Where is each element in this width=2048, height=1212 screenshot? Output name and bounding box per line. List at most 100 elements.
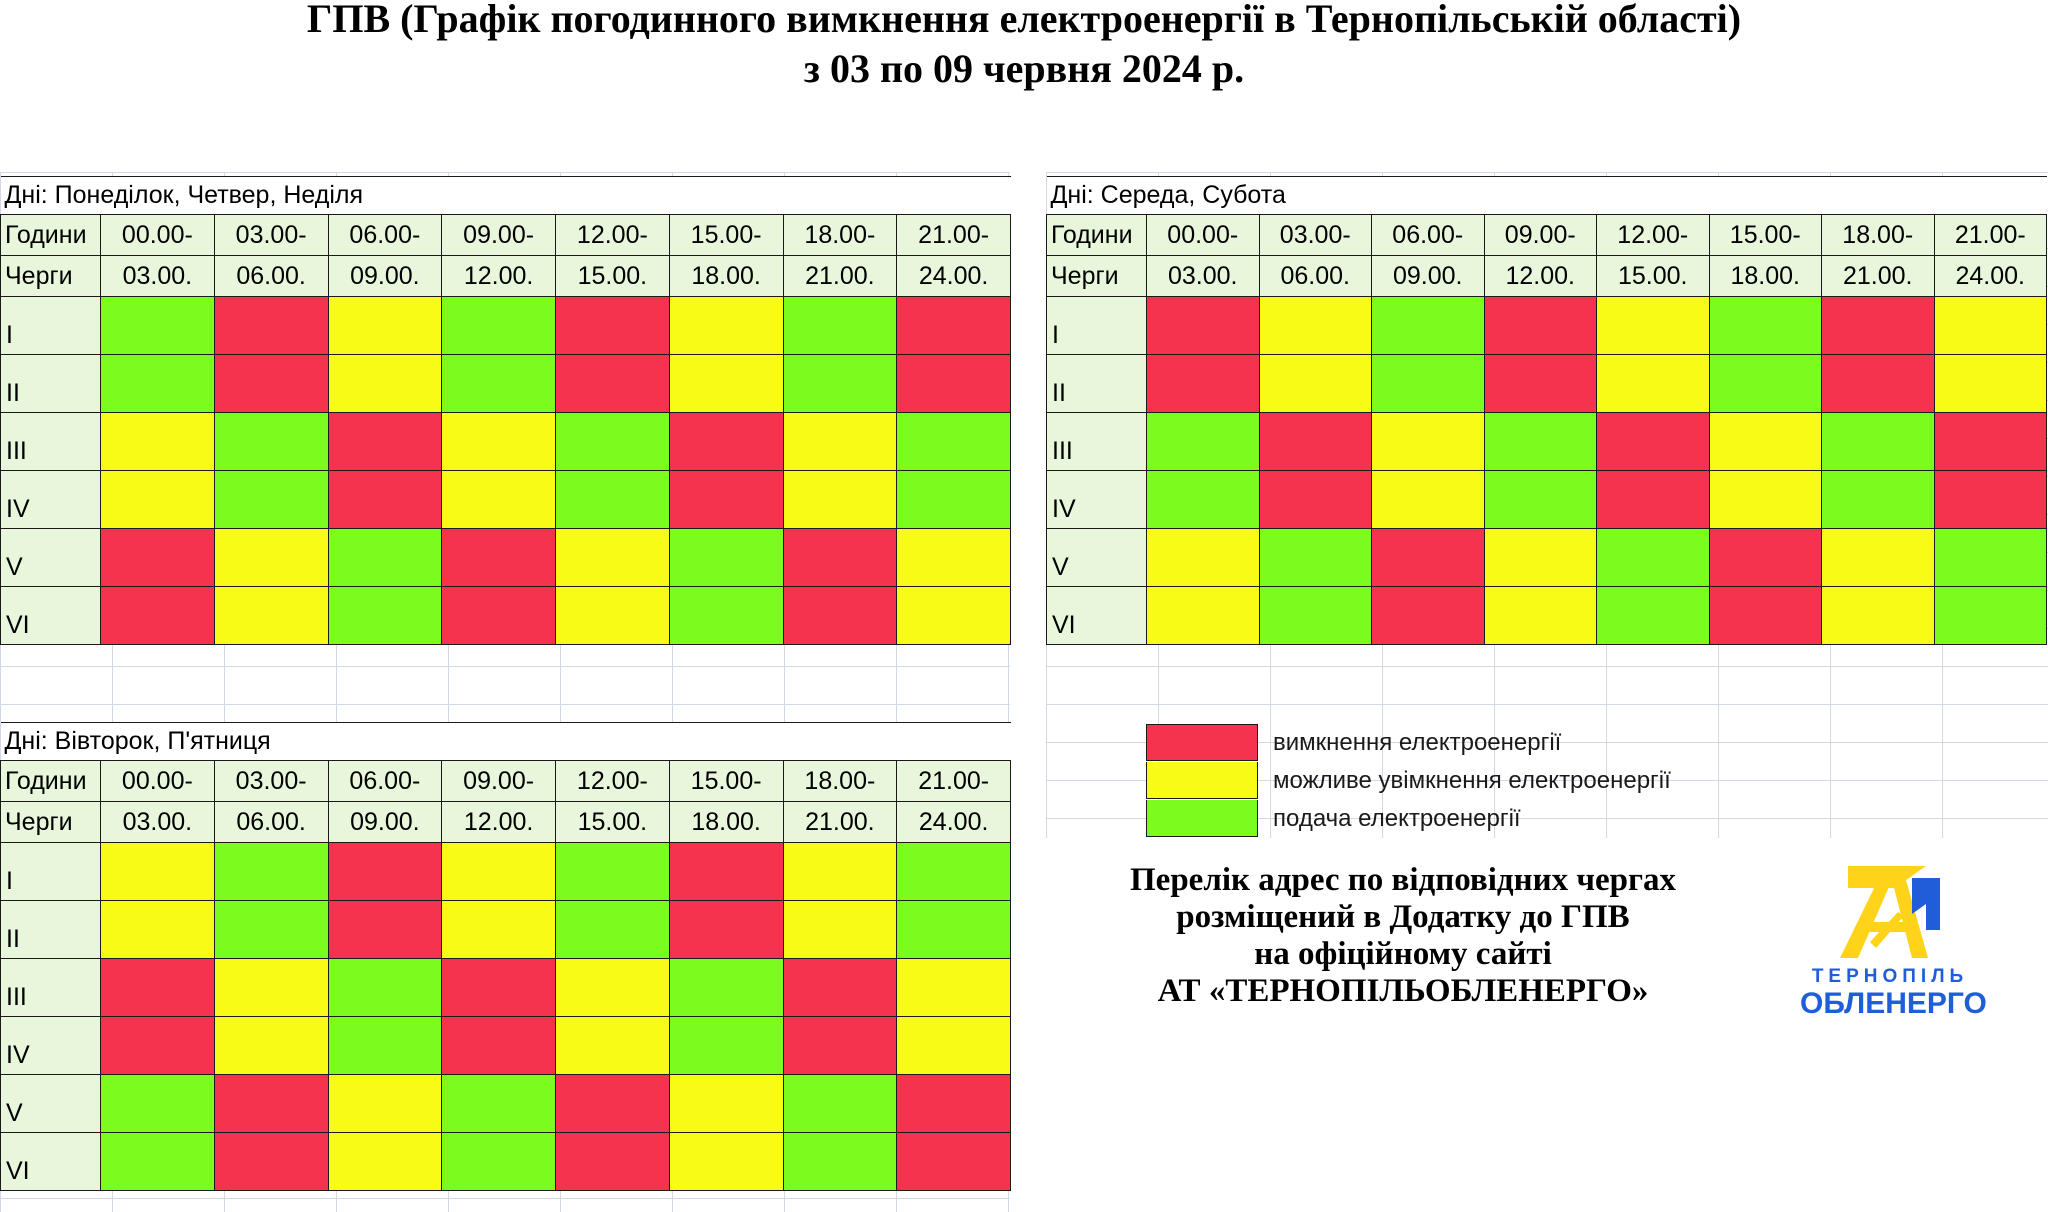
schedule-cell-maybe [1933,354,2048,413]
schedule-cell-off [896,354,1011,413]
schedule-cell-on [100,1132,215,1191]
schedule-cell-off [1708,528,1822,587]
slot-end: 09.00. [327,801,443,843]
queue-label: I [1046,296,1147,355]
schedule-cell-maybe [782,412,898,471]
queues-label: Черги [0,801,101,843]
schedule-cell-maybe [327,354,443,413]
slot-start: 21.00- [1933,214,2048,256]
queues-label: Черги [0,255,101,297]
schedule-cell-on [555,412,670,471]
schedule-cell-on [668,958,784,1017]
schedule-cell-on [441,1074,556,1133]
schedule-cell-maybe [1933,296,2048,355]
schedule-cell-off [1483,296,1597,355]
schedule-cell-off [1596,412,1710,471]
queue-row: VI [0,1132,1012,1191]
schedule-cell-maybe [100,412,215,471]
queue-row: III [0,958,1012,1017]
schedule-cell-off [1821,296,1935,355]
schedule-cell-on [1821,412,1935,471]
schedule-cell-maybe [327,296,443,355]
schedule-cell-maybe [1146,528,1260,587]
slot-start: 03.00- [213,760,329,802]
title-line-1: ГПВ (Графік погодинного вимкнення електр… [306,0,1742,41]
schedule-cell-maybe [668,1074,784,1133]
queue-label: II [0,354,101,413]
schedule-cell-maybe [1596,296,1710,355]
schedule-cell-on [1933,586,2048,645]
schedule-cell-off [555,1132,670,1191]
schedule-cell-on [782,1132,898,1191]
slot-end: 21.00. [782,255,898,297]
hours-label: Години [0,760,101,802]
schedule-cell-on [100,354,215,413]
days-label: Дні: Середа, Субота [1046,176,2047,215]
schedule-cell-maybe [1371,412,1485,471]
schedule-cell-off [782,528,898,587]
queues-row: Черги 03.00. 06.00. 09.00. 12.00. 15.00. 18.00… [1046,255,2048,297]
schedule-cell-on [327,958,443,1017]
queue-label: V [0,1074,101,1133]
queues-row: Черги 03.00. 06.00. 09.00. 12.00. 15.00. 18.00… [0,255,1011,297]
slot-start: 06.00- [327,760,443,802]
queues-row: Черги 03.00. 06.00. 09.00. 12.00. 15.00. 18.00… [0,801,1012,843]
address-notice: Перелік адрес по відповідних чергах розм… [1030,862,1776,1010]
slot-end: 21.00. [782,801,898,843]
hours-label: Години [0,214,101,256]
schedule-cell-off [555,1074,670,1133]
slot-end: 15.00. [1596,255,1710,297]
schedule-cell-maybe [441,412,556,471]
slot-start: 12.00- [1596,214,1710,256]
schedule-cell-maybe [668,296,784,355]
schedule-cell-off [782,958,898,1017]
schedule-cell-maybe [441,842,556,901]
schedule-cell-off [896,296,1011,355]
slot-end: 06.00. [213,255,329,297]
slot-end: 09.00. [327,255,443,297]
schedule-cell-maybe [100,470,215,529]
queue-row: V [1046,528,2048,587]
queue-row: II [0,900,1012,959]
schedule-cell-off [1371,586,1485,645]
schedule-cell-maybe [1371,470,1485,529]
slot-end: 18.00. [1708,255,1822,297]
logo-text-line-2: ОБЛЕНЕРГО [1800,987,1987,1020]
schedule-cell-maybe [896,528,1011,587]
schedule-table-tue-fri: Дні: Вівторок, П'ятниця Години 00.00- 03.00… [0,722,1012,1191]
queues-label: Черги [1046,255,1147,297]
schedule-cell-on [441,1132,556,1191]
schedule-cell-on [100,296,215,355]
schedule-cell-off [213,1074,329,1133]
schedule-cell-off [441,958,556,1017]
schedule-cell-on [896,412,1011,471]
schedule-cell-on [555,900,670,959]
schedule-cell-on [1483,470,1597,529]
queue-label: VI [0,586,101,645]
schedule-cell-off [1708,586,1822,645]
logo-emblem-icon [1840,866,1940,958]
queue-row: I [1046,296,2048,355]
queue-row: III [1046,412,2048,471]
schedule-cell-on [1483,412,1597,471]
queue-row: III [0,412,1011,471]
schedule-cell-maybe [213,586,329,645]
schedule-cell-on [555,470,670,529]
slot-end: 24.00. [896,801,1012,843]
queue-label: III [0,958,101,1017]
schedule-cell-on [555,842,670,901]
schedule-cell-maybe [782,470,898,529]
queue-label: I [0,296,101,355]
queue-row: VI [1046,586,2048,645]
schedule-cell-maybe [1821,586,1935,645]
queue-label: I [0,842,101,901]
schedule-cell-off [100,528,215,587]
legend-label-off: вимкнення електроенергії [1273,729,1562,756]
schedule-cell-on [668,528,784,587]
legend-swatch-maybe [1146,762,1258,799]
schedule-cell-on [1708,296,1822,355]
schedule-cell-maybe [327,1132,443,1191]
slot-start: 00.00- [100,760,215,802]
schedule-cell-off [896,1132,1012,1191]
days-label: Дні: Понеділок, Четвер, Неділя [0,176,1011,215]
